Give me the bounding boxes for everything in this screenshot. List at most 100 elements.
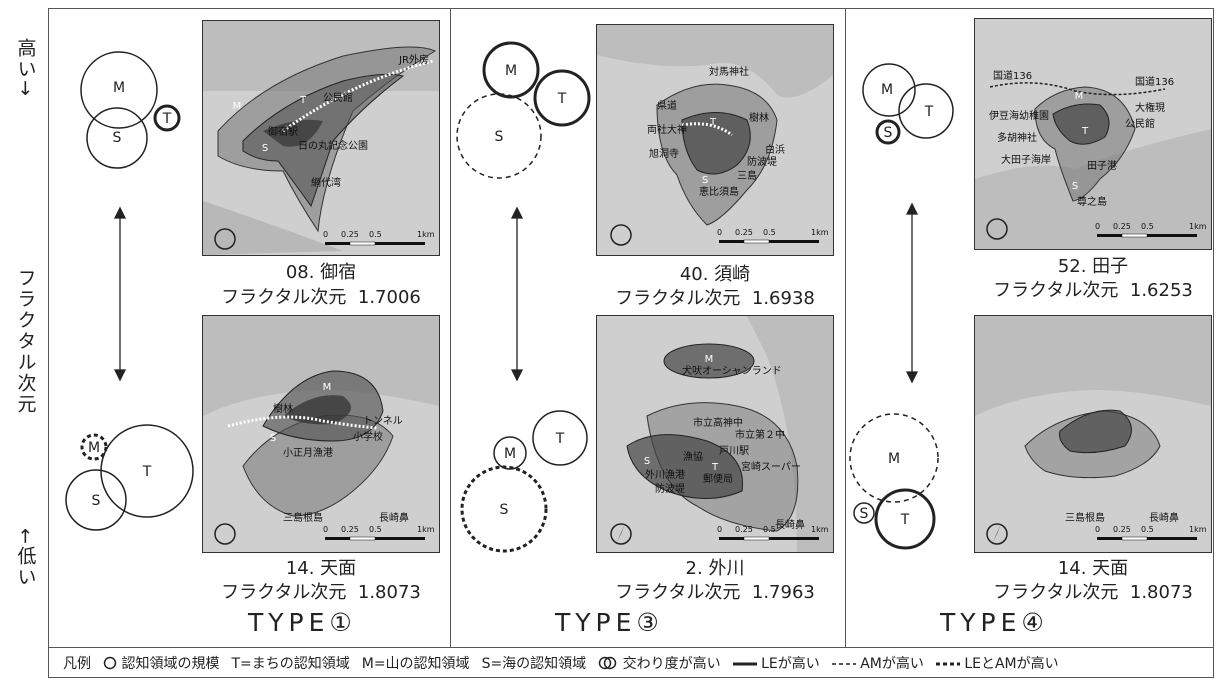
column-divider xyxy=(845,8,846,648)
circle-label: T xyxy=(555,431,565,447)
dashed-line-icon xyxy=(831,662,856,665)
type-label: TYPE④ xyxy=(940,608,1049,637)
place-label: 市立第２中 xyxy=(735,428,785,441)
circle-m xyxy=(482,41,540,99)
circle-t xyxy=(153,104,181,132)
scale-bar: 0 0.25 0.5 1km xyxy=(717,525,829,541)
legend-town: T=まちの認知領域 xyxy=(231,655,350,672)
svg-text:0.5: 0.5 xyxy=(369,525,382,534)
scale-bar: 0 0.25 0.5 1km xyxy=(1095,525,1207,541)
region-m: M xyxy=(323,382,332,393)
place-label: 公民館 xyxy=(1125,117,1155,130)
north-arrow xyxy=(214,228,236,250)
svg-text:1km: 1km xyxy=(417,230,435,239)
legend: 凡例 認知領域の規模 T=まちの認知領域 M=山の認知領域 S=海の認知領域 交… xyxy=(48,648,1214,678)
place-label: 防波堤 xyxy=(747,155,777,168)
map-name: 2. 外川 xyxy=(685,558,745,579)
place-label: 樹林 xyxy=(273,402,293,415)
circle-diagram-type4: M T S M S T xyxy=(849,63,954,550)
svg-text:0.25: 0.25 xyxy=(1113,222,1131,231)
north-arrow xyxy=(610,224,632,246)
svg-text:1km: 1km xyxy=(811,228,829,237)
arrow-head-down xyxy=(113,369,127,382)
place-label: 郵便局 xyxy=(703,472,733,485)
place-label: 旭洞寺 xyxy=(649,148,679,160)
svg-text:1km: 1km xyxy=(1189,525,1207,534)
circle-label: M xyxy=(504,446,516,462)
north-arrow xyxy=(986,218,1008,240)
place-label: 防波堤 xyxy=(655,482,685,495)
svg-text:1km: 1km xyxy=(1189,222,1207,231)
circle-label: S xyxy=(500,502,509,518)
place-label: 小学校 xyxy=(353,430,383,443)
column-divider xyxy=(450,8,451,648)
svg-text:0: 0 xyxy=(323,525,328,534)
circle-label: S xyxy=(113,130,122,146)
svg-text:0: 0 xyxy=(717,228,722,237)
scale-bar: 0 0.25 0.5 1km xyxy=(323,525,435,541)
place-label: 大権現 xyxy=(1135,101,1165,114)
circle-label: S xyxy=(495,129,504,145)
map-14-amatsura: 樹林 トンネル 小学校 小正月漁港 三島根島 長崎鼻 M S 0 0.25 0.… xyxy=(202,315,440,553)
legend-scale: 認知領域の規模 xyxy=(103,653,219,673)
region-s: S xyxy=(644,456,650,467)
fractal-dimension: フラクタル次元 1.8073 xyxy=(221,582,421,603)
place-label: 戸川駅 xyxy=(719,445,749,457)
north-arrow xyxy=(214,523,236,545)
place-label: 国道136 xyxy=(993,69,1032,82)
circle-t xyxy=(874,488,936,550)
north-arrow xyxy=(610,523,632,545)
circle-m xyxy=(493,436,527,470)
circle-s xyxy=(460,465,548,553)
place-label: 漁協 xyxy=(683,450,703,463)
overlap-circles-icon xyxy=(598,656,617,669)
svg-text:1km: 1km xyxy=(417,525,435,534)
scale-bar: 0 0.25 0.5 1km xyxy=(1095,222,1207,238)
svg-text:0.5: 0.5 xyxy=(763,525,776,534)
legend-overlap: 交わり度が高い xyxy=(598,653,721,673)
svg-text:0.25: 0.25 xyxy=(735,525,753,534)
arrow-head-up xyxy=(905,202,919,215)
place-label: 樹林 xyxy=(749,111,769,124)
circle-label: T xyxy=(924,104,934,120)
circle-s xyxy=(853,502,875,524)
type-label: TYPE③ xyxy=(555,608,664,637)
place-label: 大田子海岸 xyxy=(1001,153,1051,166)
legend-am: AMが高い xyxy=(831,653,924,673)
place-label: 恵比須島 xyxy=(699,185,739,198)
circle-label: S xyxy=(92,493,101,509)
svg-text:0: 0 xyxy=(1095,525,1100,534)
place-label: 小正月漁港 xyxy=(283,446,333,459)
circle-label: S xyxy=(884,125,893,141)
axis-high-label: 高い→ xyxy=(14,38,37,98)
svg-text:0.5: 0.5 xyxy=(1141,222,1154,231)
circle-label: M xyxy=(113,80,125,96)
circle-t xyxy=(532,410,588,466)
circle-label: M xyxy=(888,451,900,467)
place-label: 白浜 xyxy=(765,143,785,156)
circle-label: M xyxy=(505,63,517,79)
legend-le: LEが高い xyxy=(732,653,820,673)
place-label: 日の丸記念公園 xyxy=(298,139,368,152)
place-label: 三島根島 xyxy=(283,511,323,524)
circle-label: M xyxy=(88,440,100,456)
circle-label: M xyxy=(881,82,893,98)
axis-low-label: ←低い xyxy=(14,528,37,588)
place-label: 長崎鼻 xyxy=(379,511,409,524)
map-52-tago: 国道136 国道136 伊豆海幼稚園 大権現 多胡神社 公民館 大田子海岸 田子… xyxy=(974,18,1212,250)
place-label: 多胡神社 xyxy=(997,131,1037,144)
place-label: 外川漁港 xyxy=(645,468,685,481)
map-name: 40. 須崎 xyxy=(679,264,751,285)
place-label: 長崎鼻 xyxy=(775,518,805,531)
fractal-dimension: フラクタル次元 1.7006 xyxy=(221,287,421,308)
circle-s xyxy=(65,469,127,531)
map-2-togawa: 犬吠オーシャンランド 市立高神中 市立第２中 漁協 外川漁港 防波堤 郵便局 宮… xyxy=(596,315,834,553)
region-s: S xyxy=(702,175,708,186)
svg-text:0.25: 0.25 xyxy=(735,228,753,237)
circle-label: T xyxy=(142,464,152,480)
circle-s xyxy=(86,107,148,169)
place-label: 尊之島 xyxy=(1077,195,1107,208)
circle-m xyxy=(80,51,158,129)
circle-m xyxy=(862,63,916,117)
region-t: T xyxy=(709,117,717,128)
